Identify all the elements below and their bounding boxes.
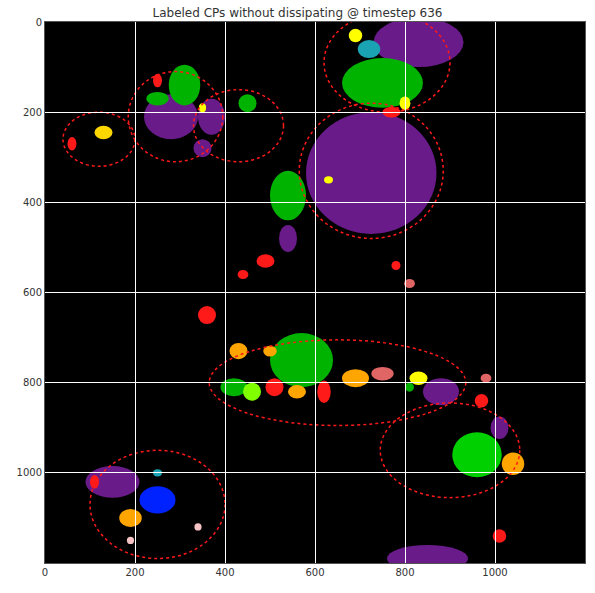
svg-text:1000: 1000 bbox=[17, 467, 42, 478]
svg-text:Labeled CPs without dissipatin: Labeled CPs without dissipating @ timest… bbox=[152, 6, 442, 20]
svg-text:0: 0 bbox=[36, 17, 42, 28]
svg-text:400: 400 bbox=[23, 197, 42, 208]
svg-text:0: 0 bbox=[42, 567, 48, 578]
svg-text:800: 800 bbox=[23, 377, 42, 388]
svg-text:600: 600 bbox=[23, 287, 42, 298]
svg-text:400: 400 bbox=[215, 567, 234, 578]
svg-text:200: 200 bbox=[125, 567, 144, 578]
svg-text:600: 600 bbox=[305, 567, 324, 578]
svg-text:800: 800 bbox=[395, 567, 414, 578]
svg-text:1000: 1000 bbox=[482, 567, 507, 578]
svg-text:200: 200 bbox=[23, 107, 42, 118]
